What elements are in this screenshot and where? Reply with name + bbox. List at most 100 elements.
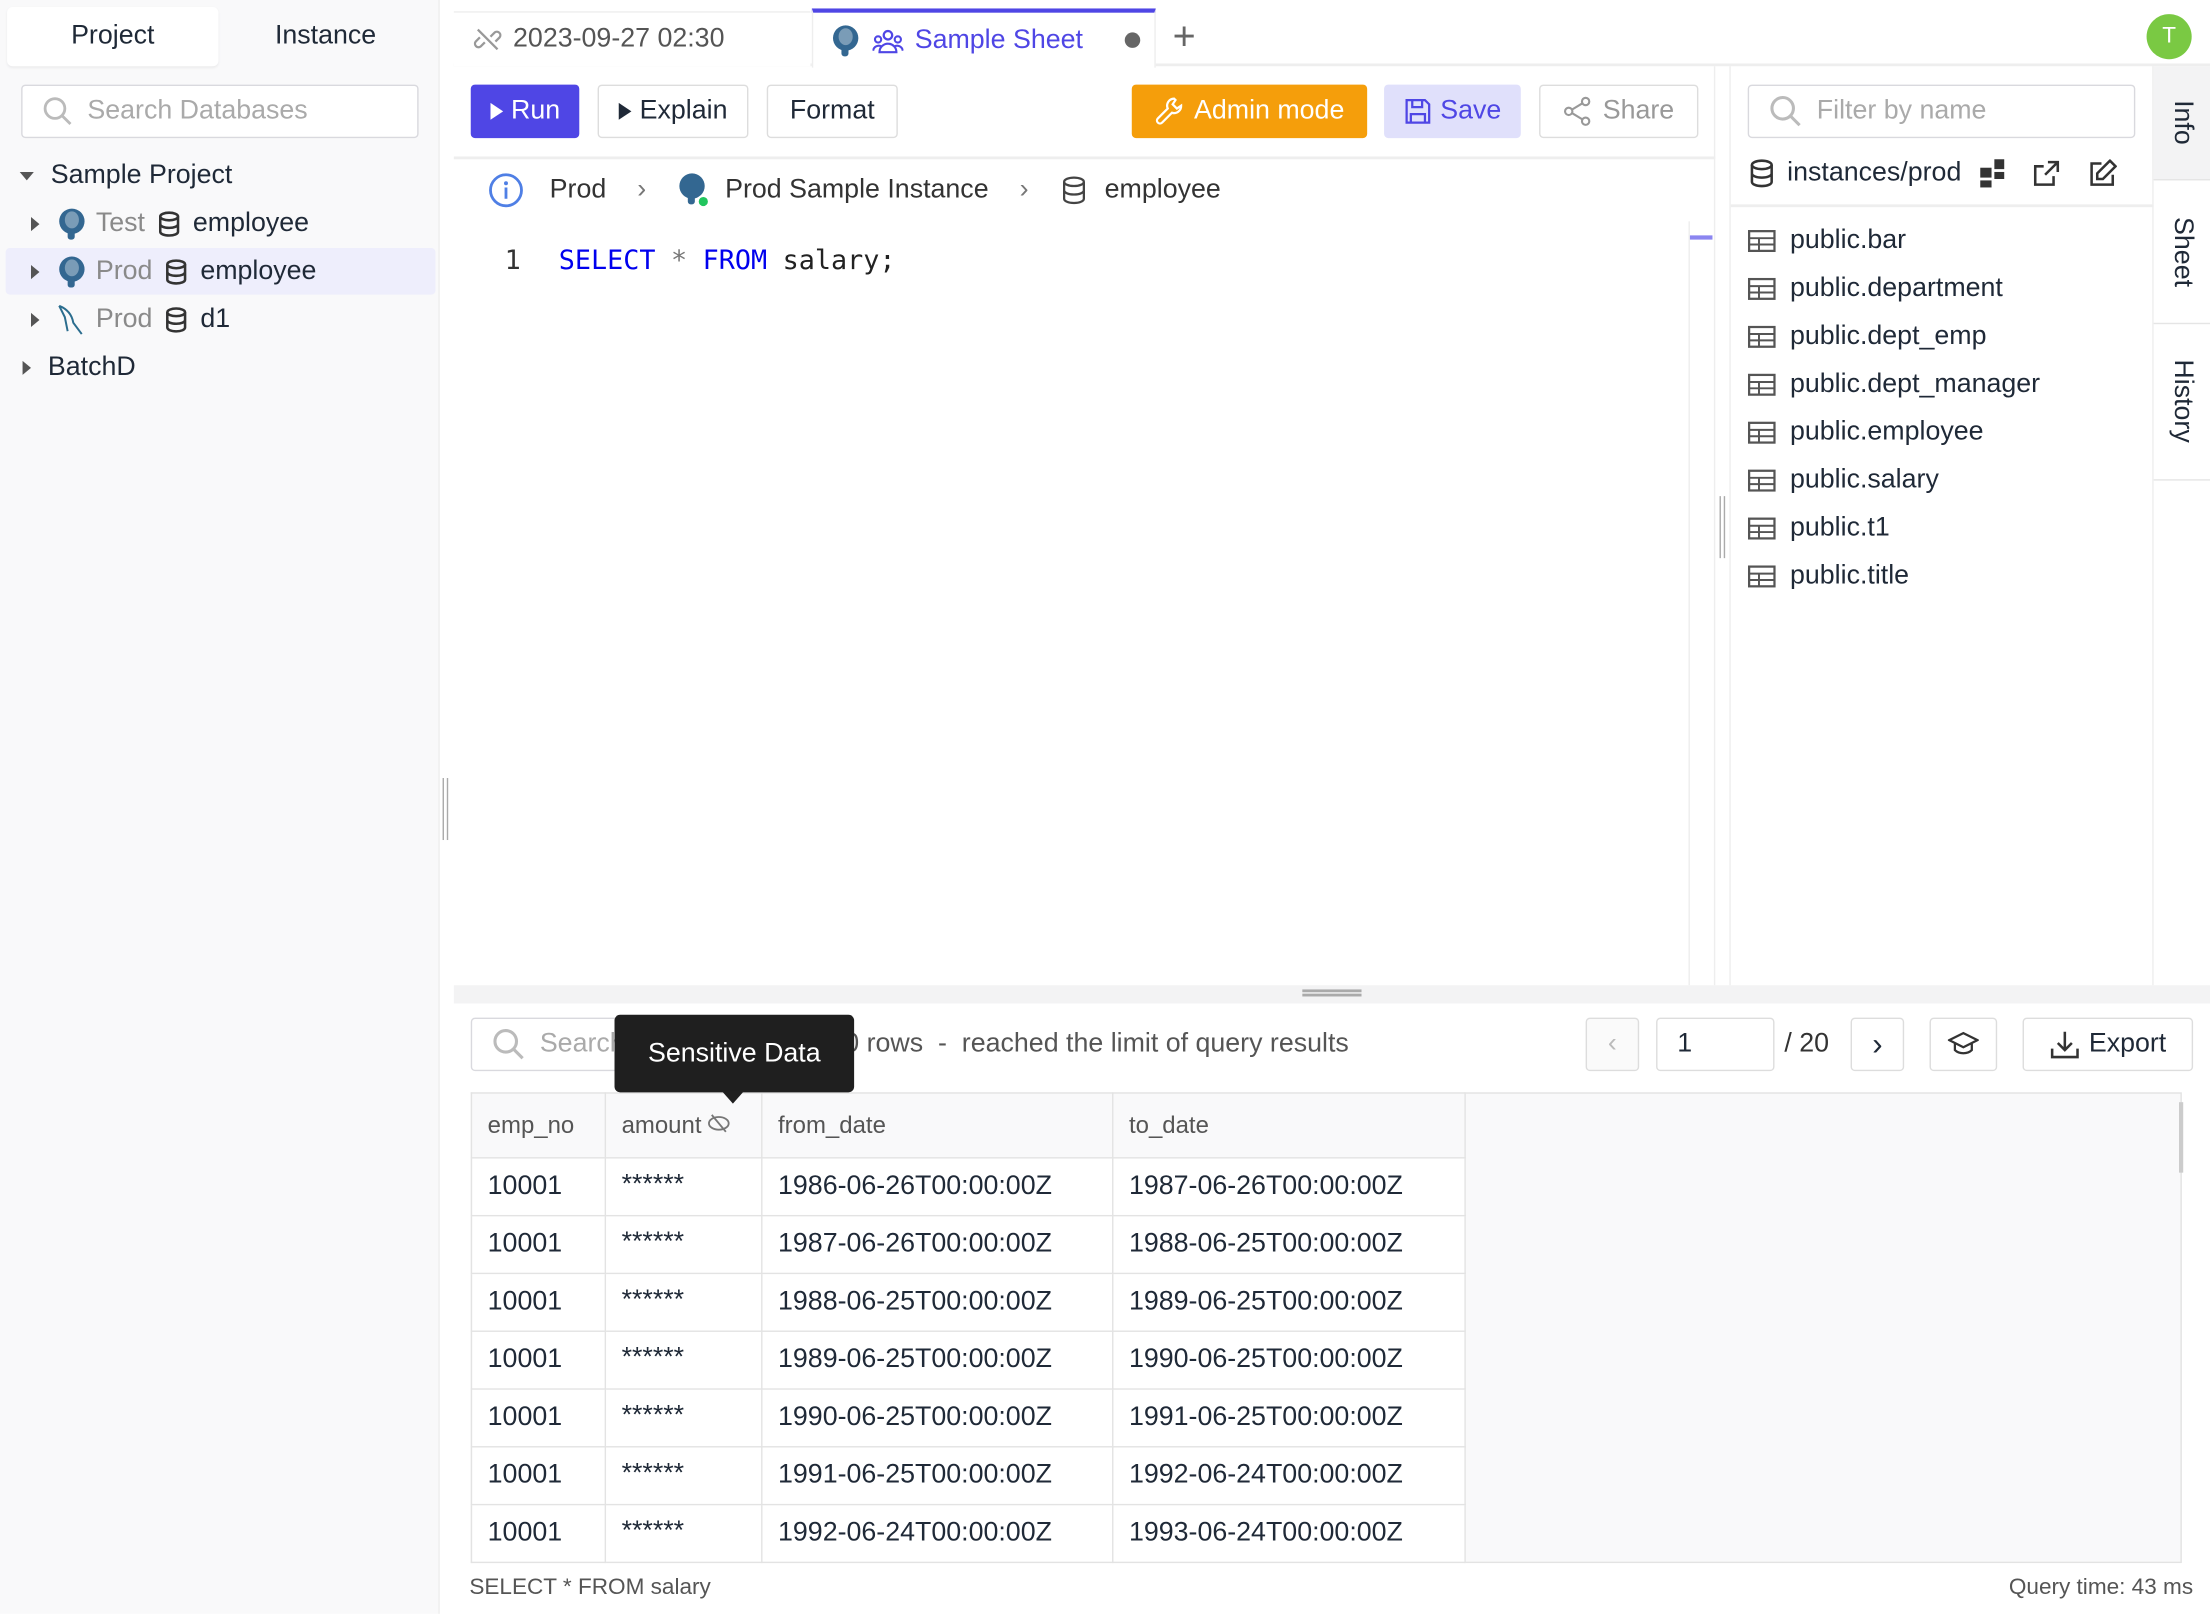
side-tab-sheet[interactable]: Sheet — [2153, 180, 2210, 325]
export-label: Export — [2088, 1028, 2167, 1059]
total-pages: / 20 — [1784, 1028, 1830, 1059]
cell[interactable]: ****** — [604, 1272, 763, 1332]
tooltip-arrow — [721, 1090, 745, 1104]
tree-project[interactable]: Sample Project — [6, 152, 436, 199]
search-databases-input[interactable]: Search Databases — [21, 84, 419, 139]
cell[interactable]: 10001 — [470, 1503, 607, 1564]
grid-scrollbar[interactable] — [2178, 1102, 2184, 1173]
caret-right-icon — [22, 360, 32, 375]
share-button[interactable]: Share — [1539, 84, 1699, 139]
cell[interactable]: 1988-06-25T00:00:00Z — [1112, 1214, 1466, 1275]
column-header-amount[interactable]: amount — [604, 1092, 763, 1159]
tab-sample-sheet[interactable]: Sample Sheet — [811, 8, 1156, 68]
divider — [453, 156, 1716, 160]
unsaved-dot-icon[interactable] — [1125, 32, 1141, 48]
run-button[interactable]: Run — [470, 84, 580, 139]
env-label: Prod — [95, 255, 153, 286]
table-row: 10001 ****** 1991-06-25T00:00:00Z 1992-06-2… — [470, 1446, 1466, 1506]
save-button[interactable]: Save — [1384, 84, 1521, 139]
cell[interactable]: 1992-06-24T00:00:00Z — [761, 1503, 1114, 1564]
tab-instance[interactable]: Instance — [274, 21, 377, 51]
table-item[interactable]: public.t1 — [1747, 505, 1890, 553]
cell[interactable]: 10001 — [470, 1330, 607, 1390]
cell[interactable]: ****** — [604, 1446, 763, 1506]
external-link-icon[interactable] — [2032, 159, 2060, 187]
schema-diagram-icon[interactable] — [1978, 158, 2006, 189]
results-search-placeholder: Search — [539, 1028, 625, 1059]
table-item[interactable]: public.salary — [1747, 457, 1939, 505]
tooltip-text: Sensitive Data — [647, 1038, 821, 1068]
edit-icon[interactable] — [2088, 159, 2117, 187]
cell[interactable]: 10001 — [470, 1388, 607, 1448]
cell[interactable]: ****** — [604, 1388, 763, 1448]
cell[interactable]: 1992-06-24T00:00:00Z — [1112, 1446, 1466, 1506]
column-header-emp_no[interactable]: emp_no — [470, 1092, 607, 1159]
cell[interactable]: 10001 — [470, 1272, 607, 1332]
cell[interactable]: ****** — [604, 1503, 763, 1564]
sql-editor[interactable]: 1 SELECT * FROM salary; — [505, 245, 896, 276]
cell[interactable]: 1987-06-26T00:00:00Z — [761, 1214, 1114, 1275]
cell[interactable]: 1993-06-24T00:00:00Z — [1112, 1503, 1466, 1564]
column-label: emp_no — [487, 1111, 575, 1139]
share-label: Share — [1602, 95, 1675, 126]
page-value: 1 — [1677, 1028, 1693, 1059]
explain-button[interactable]: Explain — [597, 84, 749, 139]
cell[interactable]: 1990-06-25T00:00:00Z — [761, 1388, 1114, 1448]
table-item[interactable]: public.bar — [1747, 217, 1906, 265]
page-input[interactable]: 1 — [1656, 1017, 1775, 1072]
chevron-right-icon: › — [1019, 174, 1029, 205]
drag-handle-icon[interactable] — [1302, 989, 1362, 997]
side-tab-history[interactable]: History — [2153, 324, 2210, 481]
avatar[interactable]: T — [2146, 14, 2192, 60]
tree-item[interactable]: Prod employee — [5, 248, 436, 295]
format-button[interactable]: Format — [766, 84, 898, 139]
next-page-button[interactable]: › — [1850, 1017, 1905, 1072]
schema-path-row: instances/prod — [1748, 158, 2117, 189]
table-item[interactable]: public.dept_manager — [1747, 361, 2040, 409]
cell[interactable]: 1989-06-25T00:00:00Z — [1112, 1272, 1466, 1332]
editor-scroll-marker[interactable] — [1689, 235, 1713, 240]
column-header-to_date[interactable]: to_date — [1112, 1092, 1466, 1159]
column-header-from_date[interactable]: from_date — [761, 1092, 1114, 1159]
cell[interactable]: 1987-06-26T00:00:00Z — [1112, 1157, 1466, 1217]
cell[interactable]: ****** — [604, 1214, 763, 1275]
executed-statement: SELECT * FROM salary — [469, 1575, 711, 1600]
table-item[interactable]: public.department — [1747, 265, 2003, 313]
table-item[interactable]: public.dept_emp — [1747, 313, 1987, 361]
cell[interactable]: 10001 — [470, 1157, 607, 1217]
cell[interactable]: ****** — [604, 1157, 763, 1217]
info-icon[interactable] — [488, 172, 525, 209]
side-tab-info[interactable]: Info — [2153, 66, 2210, 181]
add-tab-button[interactable]: + — [1172, 14, 1196, 58]
cell[interactable]: 1988-06-25T00:00:00Z — [761, 1272, 1114, 1332]
sidebar-resize-handle[interactable] — [442, 778, 449, 841]
table-item[interactable]: public.title — [1747, 553, 1909, 601]
panel-resize-handle[interactable] — [1719, 496, 1726, 559]
visualize-button[interactable] — [1929, 1017, 1998, 1072]
table-name: public.department — [1789, 273, 2003, 304]
tab-worksheet-date[interactable]: 2023-09-27 02:30 — [453, 11, 811, 67]
cell[interactable]: 10001 — [470, 1214, 607, 1275]
cell[interactable]: ****** — [604, 1330, 763, 1390]
tree-batchd[interactable]: BatchD — [6, 344, 436, 391]
tree-item[interactable]: Test employee — [6, 200, 436, 247]
breadcrumb: Prod › Prod Sample Instance › employee — [488, 172, 1221, 209]
eye-off-icon[interactable] — [708, 1113, 731, 1133]
admin-mode-button[interactable]: Admin mode — [1131, 84, 1368, 139]
postgres-icon — [680, 173, 711, 209]
caret-right-icon — [31, 264, 40, 279]
cell[interactable]: 1989-06-25T00:00:00Z — [761, 1330, 1114, 1390]
cell[interactable]: 1990-06-25T00:00:00Z — [1112, 1330, 1466, 1390]
prev-page-button[interactable]: ‹ — [1585, 1017, 1640, 1072]
save-label: Save — [1440, 95, 1502, 126]
cell[interactable]: 1986-06-26T00:00:00Z — [761, 1157, 1114, 1217]
cell[interactable]: 1991-06-25T00:00:00Z — [761, 1446, 1114, 1506]
export-button[interactable]: Export — [2022, 1017, 2194, 1072]
cell[interactable]: 1991-06-25T00:00:00Z — [1112, 1388, 1466, 1448]
tab-project[interactable]: Project — [7, 7, 219, 67]
filter-by-name-input[interactable]: Filter by name — [1747, 84, 2136, 139]
table-item[interactable]: public.employee — [1747, 409, 1984, 457]
cell[interactable]: 10001 — [470, 1446, 607, 1506]
tree-item[interactable]: Prod d1 — [6, 296, 436, 343]
format-label: Format — [789, 95, 875, 126]
